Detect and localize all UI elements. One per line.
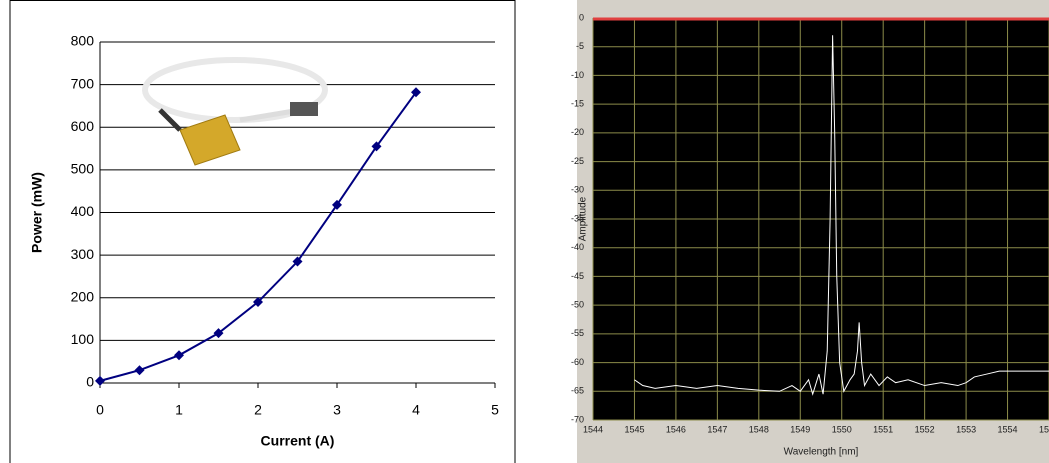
data-point xyxy=(332,199,342,210)
data-point xyxy=(371,141,382,152)
y-tick-label: 800 xyxy=(71,33,95,49)
x-tick-label: 1546 xyxy=(666,424,686,434)
x-tick-label: 1555 xyxy=(1039,424,1049,434)
y-tick-label: -35 xyxy=(571,213,584,223)
data-point xyxy=(95,375,105,386)
data-point xyxy=(134,365,145,376)
y-tick-label: 700 xyxy=(71,75,95,91)
x-tick-label: 1 xyxy=(175,402,183,418)
y-tick-label: -45 xyxy=(571,271,584,281)
y-tick-label: -10 xyxy=(571,70,584,80)
x-tick-label: 0 xyxy=(96,402,104,418)
y-tick-label: 100 xyxy=(71,331,95,347)
x-tick-label: 1554 xyxy=(998,424,1018,434)
y-tick-label: -40 xyxy=(571,242,584,252)
x-axis-label: Wavelength [nm] xyxy=(784,447,859,458)
y-tick-label: -60 xyxy=(571,357,584,367)
x-tick-label: 3 xyxy=(333,402,341,418)
x-tick-label: 1549 xyxy=(790,424,810,434)
y-axis-label: Amplitude xyxy=(578,196,589,241)
y-tick-label: -15 xyxy=(571,99,584,109)
data-point xyxy=(174,350,184,361)
y-tick-label: 300 xyxy=(71,246,95,262)
data-point xyxy=(253,297,263,308)
y-tick-label: 200 xyxy=(71,288,95,304)
x-axis-label: Current (A) xyxy=(261,433,335,449)
data-point xyxy=(213,328,224,339)
x-tick-label: 1552 xyxy=(915,424,935,434)
y-tick-label: -20 xyxy=(571,127,584,137)
x-tick-label: 1544 xyxy=(583,424,603,434)
x-tick-label: 5 xyxy=(491,402,499,418)
x-tick-label: 2 xyxy=(254,402,262,418)
data-point xyxy=(411,87,421,98)
y-tick-label: 0 xyxy=(86,374,94,390)
y-tick-label: -70 xyxy=(571,414,584,424)
x-tick-label: 1550 xyxy=(832,424,852,434)
y-tick-label: -30 xyxy=(571,185,584,195)
y-axis-label: Power (mW) xyxy=(29,172,45,253)
x-tick-label: 1545 xyxy=(624,424,644,434)
x-tick-label: 4 xyxy=(412,402,420,418)
x-tick-label: 1551 xyxy=(873,424,893,434)
y-tick-label: -5 xyxy=(576,41,584,51)
x-tick-label: 1548 xyxy=(749,424,769,434)
product-photo xyxy=(142,57,328,166)
y-tick-label: -65 xyxy=(571,386,584,396)
y-tick-label: 400 xyxy=(71,203,95,219)
x-tick-label: 1547 xyxy=(707,424,727,434)
y-tick-label: -50 xyxy=(571,300,584,310)
data-point xyxy=(292,256,303,267)
y-tick-label: 600 xyxy=(71,118,95,134)
data-line xyxy=(634,35,1049,396)
y-tick-label: -25 xyxy=(571,156,584,166)
y-tick-label: 500 xyxy=(71,161,95,177)
y-tick-label: -55 xyxy=(571,328,584,338)
y-tick-label: 0 xyxy=(579,12,584,22)
x-tick-label: 1553 xyxy=(956,424,976,434)
